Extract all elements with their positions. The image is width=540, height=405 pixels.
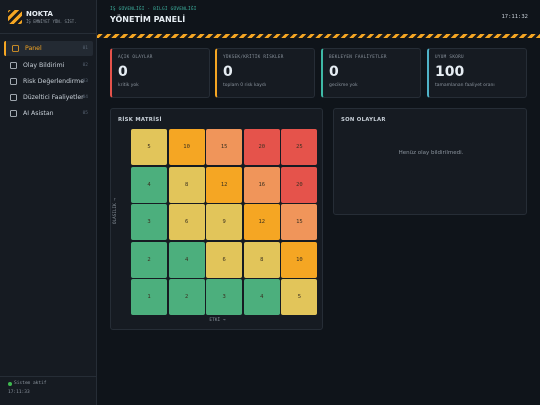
risk-cell: 16 [243, 166, 280, 203]
divider [0, 376, 97, 377]
menu-label: Düzeltici Faaliyetler [23, 94, 84, 101]
brand-subtitle: İŞ EMNİYET YÖN. SİST. [26, 19, 77, 24]
menu-label: Panel [25, 45, 42, 52]
stat-note: kritik yok [118, 83, 139, 88]
risk-cell: 9 [206, 204, 243, 241]
status-time: 17:11:33 [8, 390, 30, 395]
stat-note: toplam 0 risk kaydı [223, 83, 267, 88]
menu-label: Risk Değerlendirme [23, 78, 85, 85]
risk-cell: 2 [168, 279, 205, 316]
stat-card: BEKLEYEN FAALİYETLER 0 gecikme yok [321, 48, 421, 98]
stat-value: 0 [329, 64, 339, 80]
menu-icon [12, 45, 19, 52]
risk-cell: 3 [131, 204, 167, 241]
menu-item[interactable]: Risk Değerlendirme 03 [4, 74, 93, 89]
risk-cell: 12 [243, 204, 280, 241]
events-panel: SON OLAYLAR Henüz olay bildirilmedi. [333, 108, 527, 215]
divider [0, 33, 97, 34]
logo [8, 10, 22, 24]
status: Sistem aktif [14, 381, 47, 386]
stat-label: BEKLEYEN FAALİYETLER [329, 55, 387, 60]
brand: NOKTA [26, 10, 53, 18]
risk-matrix-panel: RİSK MATRİSİ OLASILIK → ETKİ → 5 10 15 20 25… [110, 108, 323, 330]
risk-cell: 6 [168, 204, 205, 241]
risk-cell: 4 [168, 241, 205, 278]
risk-cell: 4 [243, 279, 280, 316]
risk-cell: 3 [206, 279, 243, 316]
risk-cell: 4 [131, 166, 167, 203]
stat-card: UYUM SKORU 100 tamamlanan faaliyet oranı [427, 48, 527, 98]
stat-note: tamamlanan faaliyet oranı [435, 83, 495, 88]
risk-cell: 12 [206, 166, 243, 203]
menu-index: 04 [82, 95, 88, 100]
page-title: YÖNETİM PANELİ [110, 15, 186, 24]
stat-value: 100 [435, 64, 465, 80]
risk-cell: 8 [168, 166, 205, 203]
y-axis-label: OLASILIK → [113, 198, 118, 224]
panel-title: SON OLAYLAR [341, 117, 386, 123]
risk-cell: 20 [243, 129, 280, 165]
stat-card: YÜKSEK/KRİTİK RİSKLER 0 toplam 0 risk kayd… [215, 48, 315, 98]
risk-cell: 10 [281, 241, 318, 278]
risk-cell: 1 [131, 279, 167, 316]
stat-note: gecikme yok [329, 83, 358, 88]
risk-cell: 20 [281, 166, 318, 203]
panel-title: RİSK MATRİSİ [118, 117, 162, 123]
menu-index: 05 [82, 111, 88, 116]
risk-cell: 5 [281, 279, 318, 316]
menu-index: 01 [82, 46, 88, 51]
stat-card: AÇIK OLAYLAR 0 kritik yok [110, 48, 210, 98]
menu-item[interactable]: Düzeltici Faaliyetler 04 [4, 90, 93, 105]
hazard-stripe [97, 34, 540, 38]
risk-cell: 8 [243, 241, 280, 278]
menu-icon [10, 94, 17, 101]
menu-icon [10, 62, 17, 69]
eyebrow: İŞ GÜVENLİĞİ · BİLGİ GÜVENLİĞİ [110, 7, 197, 12]
stat-value: 0 [118, 64, 128, 80]
empty-message: Henüz olay bildirilmedi. [398, 150, 464, 156]
risk-cell: 15 [206, 129, 243, 165]
x-axis-label: ETKİ → [209, 318, 226, 323]
stat-label: UYUM SKORU [435, 55, 464, 60]
menu-item[interactable]: AI Asistan 05 [4, 106, 93, 121]
risk-cell: 2 [131, 241, 167, 278]
stat-value: 0 [223, 64, 233, 80]
stat-label: AÇIK OLAYLAR [118, 55, 153, 60]
menu-label: AI Asistan [23, 110, 54, 117]
menu-item[interactable]: Olay Bildirimi 02 [4, 58, 93, 73]
menu-index: 03 [82, 79, 88, 84]
menu-label: Olay Bildirimi [23, 62, 65, 69]
menu-item[interactable]: Panel 01 [4, 41, 93, 56]
risk-cell: 10 [168, 129, 205, 165]
risk-cell: 6 [206, 241, 243, 278]
risk-cell: 5 [131, 129, 167, 165]
stat-label: YÜKSEK/KRİTİK RİSKLER [223, 55, 284, 60]
menu-icon [10, 78, 17, 85]
clock: 17:11:32 [501, 14, 529, 20]
risk-cell: 15 [281, 204, 318, 241]
risk-cell: 25 [281, 129, 318, 165]
menu-index: 02 [82, 63, 88, 68]
status-dot [8, 382, 12, 386]
sidebar: NOKTA İŞ EMNİYET YÖN. SİST. Sistem aktif… [0, 0, 97, 405]
menu-icon [10, 110, 17, 117]
